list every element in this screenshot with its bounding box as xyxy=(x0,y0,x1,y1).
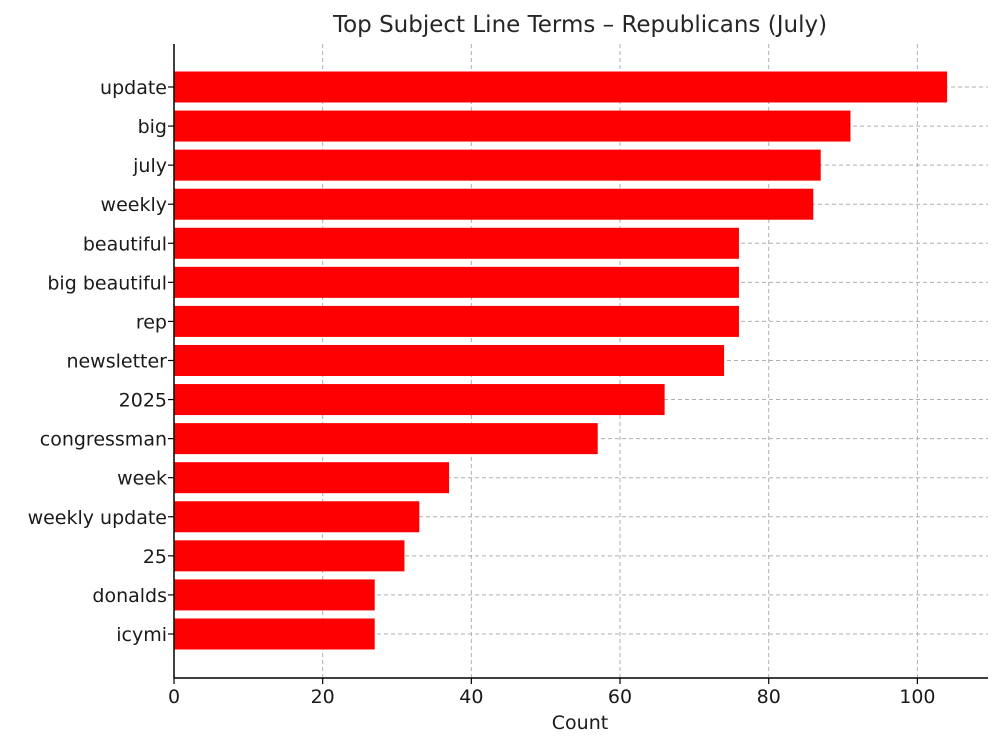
bar-big-beautiful xyxy=(174,266,739,298)
bar-week xyxy=(174,462,450,494)
bar-rep xyxy=(174,305,739,337)
y-tick-label-11: weekly update xyxy=(28,507,167,529)
bar-donalds xyxy=(174,579,375,611)
y-tick-label-3: weekly xyxy=(101,194,167,216)
axes xyxy=(168,44,988,684)
y-tick-label-10: week xyxy=(117,468,167,490)
y-tick-label-7: newsletter xyxy=(66,350,167,372)
y-tick-label-4: beautiful xyxy=(83,233,167,255)
x-tick-label-0: 0 xyxy=(168,686,180,708)
bar-25 xyxy=(174,540,405,572)
y-tick-label-6: rep xyxy=(136,311,167,333)
x-tick-label-3: 60 xyxy=(608,686,632,708)
y-tick-label-13: donalds xyxy=(92,585,167,607)
tick-labels: 0 20 40 60 80 100 update big july weekly beautiful… xyxy=(28,77,936,708)
y-tick-label-0: update xyxy=(100,77,167,99)
bar-newsletter xyxy=(174,344,725,376)
chart-title: Top Subject Line Terms – Republicans (Ju… xyxy=(332,12,827,38)
x-tick-label-2: 40 xyxy=(459,686,483,708)
y-tick-label-1: big xyxy=(138,116,167,138)
bar-beautiful xyxy=(174,227,739,259)
x-tick-label-5: 100 xyxy=(899,686,935,708)
bar-update xyxy=(174,71,948,103)
bar-congressman xyxy=(174,423,598,455)
y-tick-label-2: july xyxy=(132,155,167,177)
bar-weekly xyxy=(174,188,814,220)
y-tick-label-14: icymi xyxy=(116,624,167,646)
y-tick-label-12: 25 xyxy=(143,546,167,568)
bar-icymi xyxy=(174,618,375,650)
bar-big xyxy=(174,110,851,142)
x-tick-label-4: 80 xyxy=(757,686,781,708)
bar-july xyxy=(174,149,821,181)
y-tick-label-9: congressman xyxy=(40,429,167,451)
bar-2025 xyxy=(174,384,665,416)
x-tick-label-1: 20 xyxy=(311,686,335,708)
bars xyxy=(174,71,948,650)
y-tick-label-8: 2025 xyxy=(119,390,167,412)
x-axis-label: Count xyxy=(552,712,608,734)
bar-weekly-update xyxy=(174,501,420,533)
y-tick-label-5: big beautiful xyxy=(47,272,167,294)
